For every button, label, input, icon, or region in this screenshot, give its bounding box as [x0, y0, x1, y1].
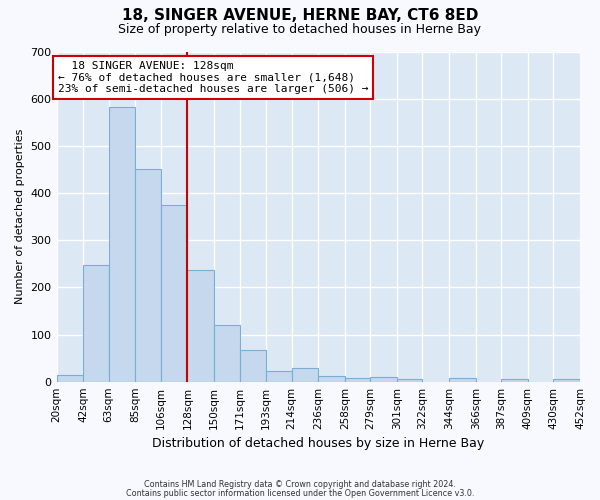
Bar: [56, 374, 83, 382]
Bar: [553, 380, 580, 382]
Bar: [239, 350, 266, 382]
Text: 18 SINGER AVENUE: 128sqm
← 76% of detached houses are smaller (1,648)
23% of sem: 18 SINGER AVENUE: 128sqm ← 76% of detach…: [58, 61, 368, 94]
Bar: [214, 325, 239, 382]
X-axis label: Distribution of detached houses by size in Herne Bay: Distribution of detached houses by size …: [152, 437, 484, 450]
Text: Contains public sector information licensed under the Open Government Licence v3: Contains public sector information licen…: [126, 489, 474, 498]
Bar: [370, 377, 397, 382]
Bar: [501, 380, 528, 382]
Text: Size of property relative to detached houses in Herne Bay: Size of property relative to detached ho…: [119, 22, 482, 36]
Bar: [318, 376, 345, 382]
Bar: [266, 372, 292, 382]
Bar: [109, 106, 136, 382]
Bar: [136, 170, 161, 382]
Bar: [292, 368, 318, 382]
Bar: [397, 380, 422, 382]
Bar: [345, 378, 370, 382]
Text: 18, SINGER AVENUE, HERNE BAY, CT6 8ED: 18, SINGER AVENUE, HERNE BAY, CT6 8ED: [122, 8, 478, 22]
Bar: [83, 264, 109, 382]
Text: Contains HM Land Registry data © Crown copyright and database right 2024.: Contains HM Land Registry data © Crown c…: [144, 480, 456, 489]
Bar: [187, 270, 214, 382]
Bar: [161, 205, 187, 382]
Y-axis label: Number of detached properties: Number of detached properties: [15, 129, 25, 304]
Bar: [449, 378, 476, 382]
